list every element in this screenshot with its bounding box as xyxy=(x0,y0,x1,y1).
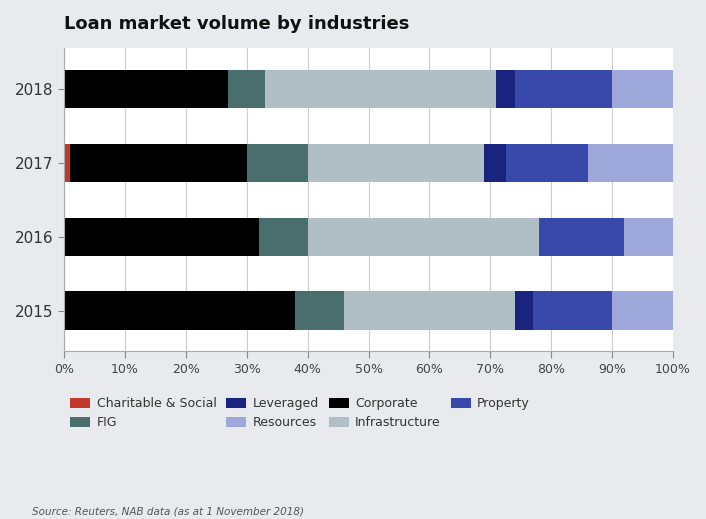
Legend: Charitable & Social, FIG, Leveraged, Resources, Corporate, Infrastructure, Prope: Charitable & Social, FIG, Leveraged, Res… xyxy=(71,397,530,429)
Bar xyxy=(70,144,247,182)
Bar xyxy=(64,292,296,330)
Bar xyxy=(484,144,505,182)
Bar xyxy=(64,144,70,182)
Bar xyxy=(515,292,533,330)
Bar xyxy=(64,70,229,108)
Bar xyxy=(505,144,588,182)
Bar xyxy=(533,292,612,330)
Bar xyxy=(229,70,265,108)
Bar xyxy=(612,292,673,330)
Bar xyxy=(259,217,308,256)
Bar xyxy=(515,70,612,108)
Text: Source: Reuters, NAB data (as at 1 November 2018): Source: Reuters, NAB data (as at 1 Novem… xyxy=(32,507,304,516)
Bar xyxy=(308,144,484,182)
Bar xyxy=(624,217,673,256)
Bar xyxy=(64,217,259,256)
Bar xyxy=(612,70,673,108)
Bar xyxy=(588,144,673,182)
Bar xyxy=(308,217,539,256)
Text: Loan market volume by industries: Loan market volume by industries xyxy=(64,15,409,33)
Bar xyxy=(496,70,515,108)
Bar xyxy=(265,70,496,108)
Bar xyxy=(345,292,515,330)
Bar xyxy=(296,292,345,330)
Bar xyxy=(247,144,308,182)
Bar xyxy=(539,217,624,256)
